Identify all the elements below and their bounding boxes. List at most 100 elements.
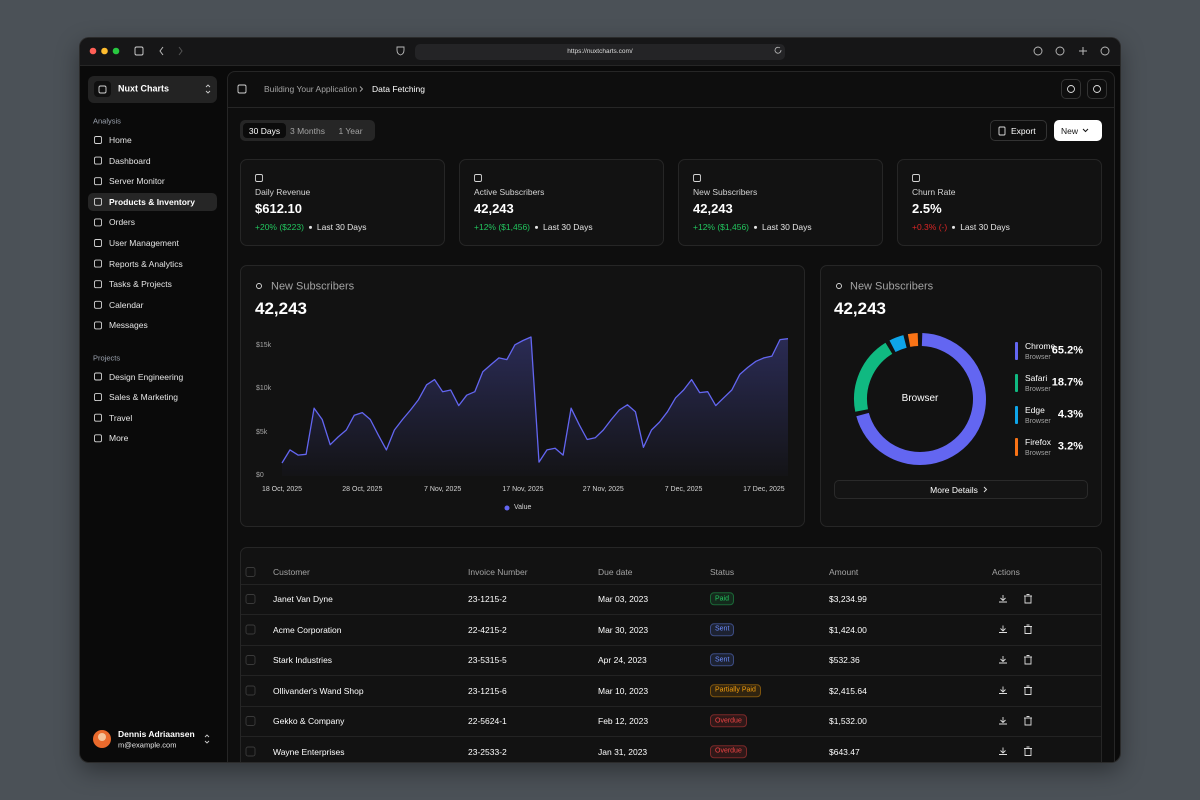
table-cell: $3,234.99 <box>829 593 867 604</box>
download-icon <box>999 747 1007 755</box>
export-button[interactable] <box>990 120 1047 141</box>
legend-value: 3.2% <box>1057 440 1083 453</box>
delete-icon <box>1024 746 1032 756</box>
theme-button[interactable] <box>1087 79 1107 99</box>
row-divider <box>241 583 1101 585</box>
y-tick-label: $10k <box>256 384 272 392</box>
nav-icon <box>94 434 102 443</box>
stat-trend: +0.3% (-) Last 30 Days <box>912 222 1010 232</box>
window-control <box>112 47 120 55</box>
more-details-chevron <box>983 486 988 493</box>
row-divider <box>241 705 1101 707</box>
stat-icon <box>912 174 920 182</box>
row-divider <box>241 644 1101 646</box>
column-header: Due date <box>598 566 633 577</box>
status-badge: Sent <box>710 622 735 637</box>
table-cell: 23-1215-6 <box>468 685 507 696</box>
stat-change: +12% ($1,456) <box>474 221 530 232</box>
table-cell: Jan 31, 2023 <box>598 746 648 757</box>
address-bar[interactable] <box>415 44 785 60</box>
separator-dot <box>308 225 312 229</box>
stat-trend: +12% ($1,456) Last 30 Days <box>474 222 593 232</box>
nav-item-active[interactable] <box>88 192 217 211</box>
table-cell: Acme Corporation <box>273 624 342 635</box>
legend-bar <box>1015 374 1018 392</box>
range-tab-active[interactable] <box>243 123 286 138</box>
graphics-layer <box>89 46 1110 757</box>
download-icon <box>999 625 1007 633</box>
separator-dot <box>535 225 538 229</box>
nav-icon <box>94 177 102 186</box>
sidebar-toggle-icon <box>134 46 144 56</box>
row-checkbox <box>245 567 256 577</box>
header-divider <box>228 107 1114 108</box>
table-cell: Apr 24, 2023 <box>598 654 647 665</box>
separator-dot <box>754 225 757 229</box>
new-chevron <box>1082 128 1089 133</box>
stat-icon <box>693 174 701 182</box>
nav-item[interactable]: Messages <box>109 320 148 331</box>
button-icon <box>1067 85 1075 93</box>
x-tick-label: 18 Oct, 2025 <box>261 485 303 493</box>
chart-title-icon <box>256 283 262 289</box>
nav-item[interactable]: Server Monitor <box>109 176 165 187</box>
range-tab[interactable]: 30 Days <box>248 125 281 136</box>
table-cell: $532.36 <box>829 654 860 665</box>
separator-dot <box>952 225 956 229</box>
line <box>281 336 789 464</box>
notification-button[interactable] <box>1061 79 1081 99</box>
row-checkbox <box>245 655 256 665</box>
stat-trend: +20% ($223) Last 30 Days <box>255 222 367 232</box>
nav-item[interactable]: Orders <box>109 217 135 228</box>
nav-item[interactable]: Dashboard <box>109 155 151 166</box>
nav-icon <box>94 239 102 247</box>
nav-item[interactable]: Products & Inventory <box>109 196 195 207</box>
status-badge: Sent <box>710 653 735 667</box>
legend-bar <box>1015 438 1018 456</box>
toolbar-icon <box>1055 46 1065 56</box>
y-tick-label: $15k <box>256 341 272 349</box>
stat-card <box>897 159 1102 246</box>
nav-item[interactable]: More <box>109 433 129 444</box>
nav-item[interactable]: Reports & Analytics <box>109 258 183 269</box>
user-avatar-face <box>98 733 106 741</box>
column-header: Actions <box>992 566 1020 577</box>
breadcrumb-current: Data Fetching <box>372 83 425 94</box>
row-checkbox <box>245 594 256 604</box>
range-tab[interactable]: 3 Months <box>290 125 325 136</box>
status-badge: Partially Paid <box>710 683 761 698</box>
nav-item[interactable]: Travel <box>109 412 133 423</box>
more-details-button[interactable] <box>834 480 1088 499</box>
breadcrumb-separator <box>359 86 364 92</box>
row-checkbox <box>245 746 256 757</box>
nav-item[interactable]: Calendar <box>109 299 144 310</box>
stat-change: +0.3% (-) <box>912 221 948 232</box>
chart-title: New Subscribers <box>850 280 934 293</box>
stat-period: Last 30 Days <box>960 221 1010 232</box>
chart-total: 42,243 <box>255 298 307 318</box>
more-details-label[interactable]: More Details <box>930 484 978 495</box>
user-email: m@example.com <box>118 740 177 750</box>
delete-icon <box>1024 624 1032 634</box>
stat-period: Last 30 Days <box>543 221 593 232</box>
range-tab[interactable]: 1 Year <box>338 125 363 136</box>
legend-swatch <box>504 505 510 511</box>
x-tick-label: 7 Nov, 2025 <box>424 485 462 493</box>
breadcrumb-link[interactable]: Building Your Application <box>264 83 358 94</box>
y-tick-label: $5k <box>256 428 268 436</box>
nav-item[interactable]: Design Engineering <box>109 371 184 382</box>
legend-label: Value <box>514 503 532 511</box>
nav-item[interactable]: Home <box>109 134 132 145</box>
download-icon <box>999 686 1007 694</box>
x-tick-label: 17 Nov, 2025 <box>502 485 544 493</box>
legend-sublabel: Browser <box>1025 385 1051 393</box>
legend-bar <box>1015 342 1018 360</box>
nav-item[interactable]: Sales & Marketing <box>109 392 178 402</box>
table-cell: Ollivander's Wand Shop <box>273 685 364 696</box>
nav-item[interactable]: User Management <box>109 237 179 248</box>
table-card <box>240 547 1102 762</box>
url-text: https://nuxtcharts.com/ <box>567 48 633 56</box>
nav-item[interactable]: Tasks & Projects <box>109 279 172 290</box>
user-name: Dennis Adriaansen <box>118 728 195 739</box>
new-button[interactable] <box>1054 120 1102 141</box>
